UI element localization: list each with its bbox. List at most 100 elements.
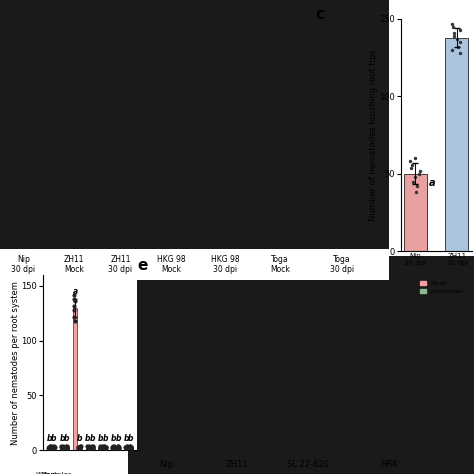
Point xyxy=(70,313,78,320)
Point xyxy=(71,291,78,299)
Point xyxy=(88,444,95,452)
Point xyxy=(101,444,109,452)
Point xyxy=(123,442,130,450)
Point xyxy=(59,444,67,452)
Point xyxy=(114,444,122,451)
Bar xyxy=(73,308,77,450)
Point xyxy=(46,444,53,452)
Point xyxy=(122,444,129,451)
Point xyxy=(63,444,71,452)
Point xyxy=(113,443,121,451)
Point xyxy=(88,444,95,451)
Text: b: b xyxy=(115,434,121,443)
Point xyxy=(416,170,423,178)
Bar xyxy=(64,447,69,450)
Point xyxy=(127,443,134,451)
Point xyxy=(122,444,129,452)
Point xyxy=(76,442,83,450)
Point xyxy=(97,443,104,450)
Point xyxy=(71,298,79,305)
Text: e: e xyxy=(137,258,148,273)
Point xyxy=(102,443,109,451)
Text: a: a xyxy=(428,178,435,189)
Text: b: b xyxy=(90,434,95,443)
Bar xyxy=(128,447,133,450)
Text: Mock: Mock xyxy=(40,472,58,474)
Text: b: b xyxy=(102,434,108,443)
Point xyxy=(96,444,103,451)
Text: Toga
Mock: Toga Mock xyxy=(270,255,290,274)
Point xyxy=(123,443,131,451)
Text: b: b xyxy=(77,434,82,443)
Text: b: b xyxy=(59,434,65,443)
Point xyxy=(85,444,93,452)
Point xyxy=(126,443,134,451)
Point xyxy=(110,443,118,451)
Point xyxy=(46,443,53,451)
Point xyxy=(109,443,116,451)
Text: b: b xyxy=(98,434,103,443)
Point xyxy=(64,444,71,451)
Bar xyxy=(90,447,94,450)
Text: b: b xyxy=(124,434,129,443)
Bar xyxy=(124,447,128,450)
Text: b: b xyxy=(111,434,116,443)
Point xyxy=(89,443,96,451)
Point xyxy=(127,443,134,450)
Bar xyxy=(116,447,120,450)
Point xyxy=(455,43,462,51)
Bar xyxy=(404,174,427,251)
Point xyxy=(46,442,54,450)
Point xyxy=(449,20,456,27)
Point xyxy=(115,444,122,452)
Text: b: b xyxy=(85,434,91,443)
Text: HKG 98
Mock: HKG 98 Mock xyxy=(157,255,185,274)
Point xyxy=(62,443,70,451)
Point xyxy=(122,443,129,451)
Point xyxy=(411,173,419,181)
Point xyxy=(109,444,116,451)
Point xyxy=(448,46,456,54)
Bar xyxy=(446,37,468,251)
Point xyxy=(407,158,414,165)
Point xyxy=(77,443,84,451)
Text: SL 22-620: SL 22-620 xyxy=(287,460,329,469)
Point xyxy=(74,444,82,452)
Point xyxy=(50,444,57,452)
Point xyxy=(85,442,92,450)
Bar xyxy=(52,447,56,450)
Point xyxy=(63,444,71,452)
Point xyxy=(90,444,97,452)
Point xyxy=(115,444,123,452)
Point xyxy=(97,444,105,452)
Point xyxy=(114,442,122,450)
Text: b: b xyxy=(51,434,56,443)
Point xyxy=(411,155,419,162)
Bar xyxy=(99,447,103,450)
Y-axis label: Number of nematodes per root system: Number of nematodes per root system xyxy=(11,281,20,445)
Point xyxy=(74,443,82,451)
Point xyxy=(51,443,59,451)
Point xyxy=(84,444,91,452)
Point xyxy=(450,29,457,36)
Text: b: b xyxy=(128,434,134,443)
Bar xyxy=(47,447,52,450)
Text: b: b xyxy=(64,434,69,443)
Point xyxy=(127,444,135,452)
Text: ZH11
30 dpi: ZH11 30 dpi xyxy=(109,255,133,274)
Point xyxy=(456,38,464,46)
Point xyxy=(57,443,65,450)
Point xyxy=(111,443,118,450)
Legend: Mock, J4/females: Mock, J4/females xyxy=(417,278,466,297)
Text: ZH11
Mock: ZH11 Mock xyxy=(64,255,84,274)
Text: J4/females: J4/females xyxy=(36,472,72,474)
Bar xyxy=(111,447,116,450)
Point xyxy=(449,23,457,30)
Point xyxy=(70,295,78,303)
Point xyxy=(44,444,52,451)
Text: Toga
30 dpi: Toga 30 dpi xyxy=(330,255,354,274)
Bar xyxy=(77,447,82,450)
Point xyxy=(51,444,58,451)
Point xyxy=(111,444,118,452)
Bar xyxy=(103,447,108,450)
